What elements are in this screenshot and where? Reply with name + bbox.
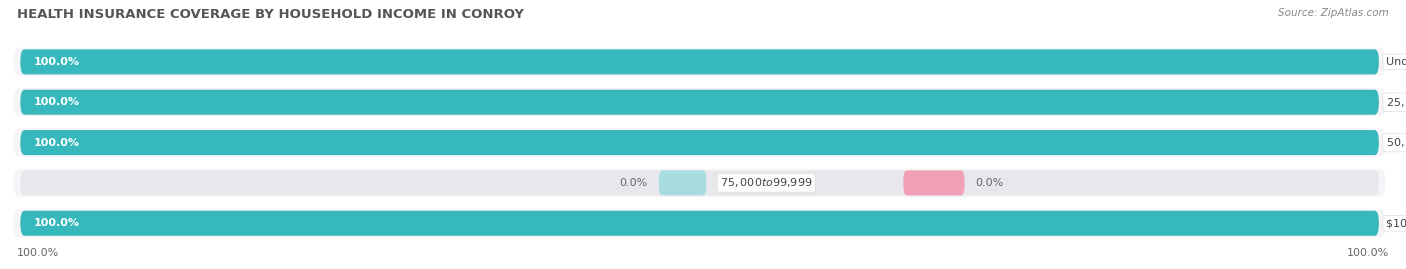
Text: 100.0%: 100.0% xyxy=(34,97,80,107)
FancyBboxPatch shape xyxy=(20,90,1379,115)
FancyBboxPatch shape xyxy=(20,49,1379,74)
FancyBboxPatch shape xyxy=(20,211,1379,236)
FancyBboxPatch shape xyxy=(904,171,965,195)
Text: Under $25,000: Under $25,000 xyxy=(1386,57,1406,67)
Text: Source: ZipAtlas.com: Source: ZipAtlas.com xyxy=(1278,8,1389,18)
Text: $25,000 to $49,999: $25,000 to $49,999 xyxy=(1386,96,1406,109)
Text: 100.0%: 100.0% xyxy=(34,218,80,228)
Text: $100,000 and over: $100,000 and over xyxy=(1386,218,1406,228)
FancyBboxPatch shape xyxy=(659,171,706,195)
FancyBboxPatch shape xyxy=(14,88,1386,116)
FancyBboxPatch shape xyxy=(20,211,1379,236)
FancyBboxPatch shape xyxy=(20,90,1379,115)
FancyBboxPatch shape xyxy=(20,49,1379,74)
FancyBboxPatch shape xyxy=(20,130,1379,155)
FancyBboxPatch shape xyxy=(14,169,1386,197)
Text: 100.0%: 100.0% xyxy=(1347,248,1389,258)
Text: $50,000 to $74,999: $50,000 to $74,999 xyxy=(1386,136,1406,149)
FancyBboxPatch shape xyxy=(20,130,1379,155)
Text: 0.0%: 0.0% xyxy=(620,178,648,188)
FancyBboxPatch shape xyxy=(14,129,1386,157)
Text: 0.0%: 0.0% xyxy=(976,178,1004,188)
Text: 100.0%: 100.0% xyxy=(34,137,80,148)
FancyBboxPatch shape xyxy=(14,48,1386,76)
Text: 100.0%: 100.0% xyxy=(17,248,59,258)
Text: HEALTH INSURANCE COVERAGE BY HOUSEHOLD INCOME IN CONROY: HEALTH INSURANCE COVERAGE BY HOUSEHOLD I… xyxy=(17,8,524,21)
Text: 100.0%: 100.0% xyxy=(34,57,80,67)
Text: $75,000 to $99,999: $75,000 to $99,999 xyxy=(720,176,813,189)
FancyBboxPatch shape xyxy=(14,209,1386,237)
FancyBboxPatch shape xyxy=(20,171,1379,195)
